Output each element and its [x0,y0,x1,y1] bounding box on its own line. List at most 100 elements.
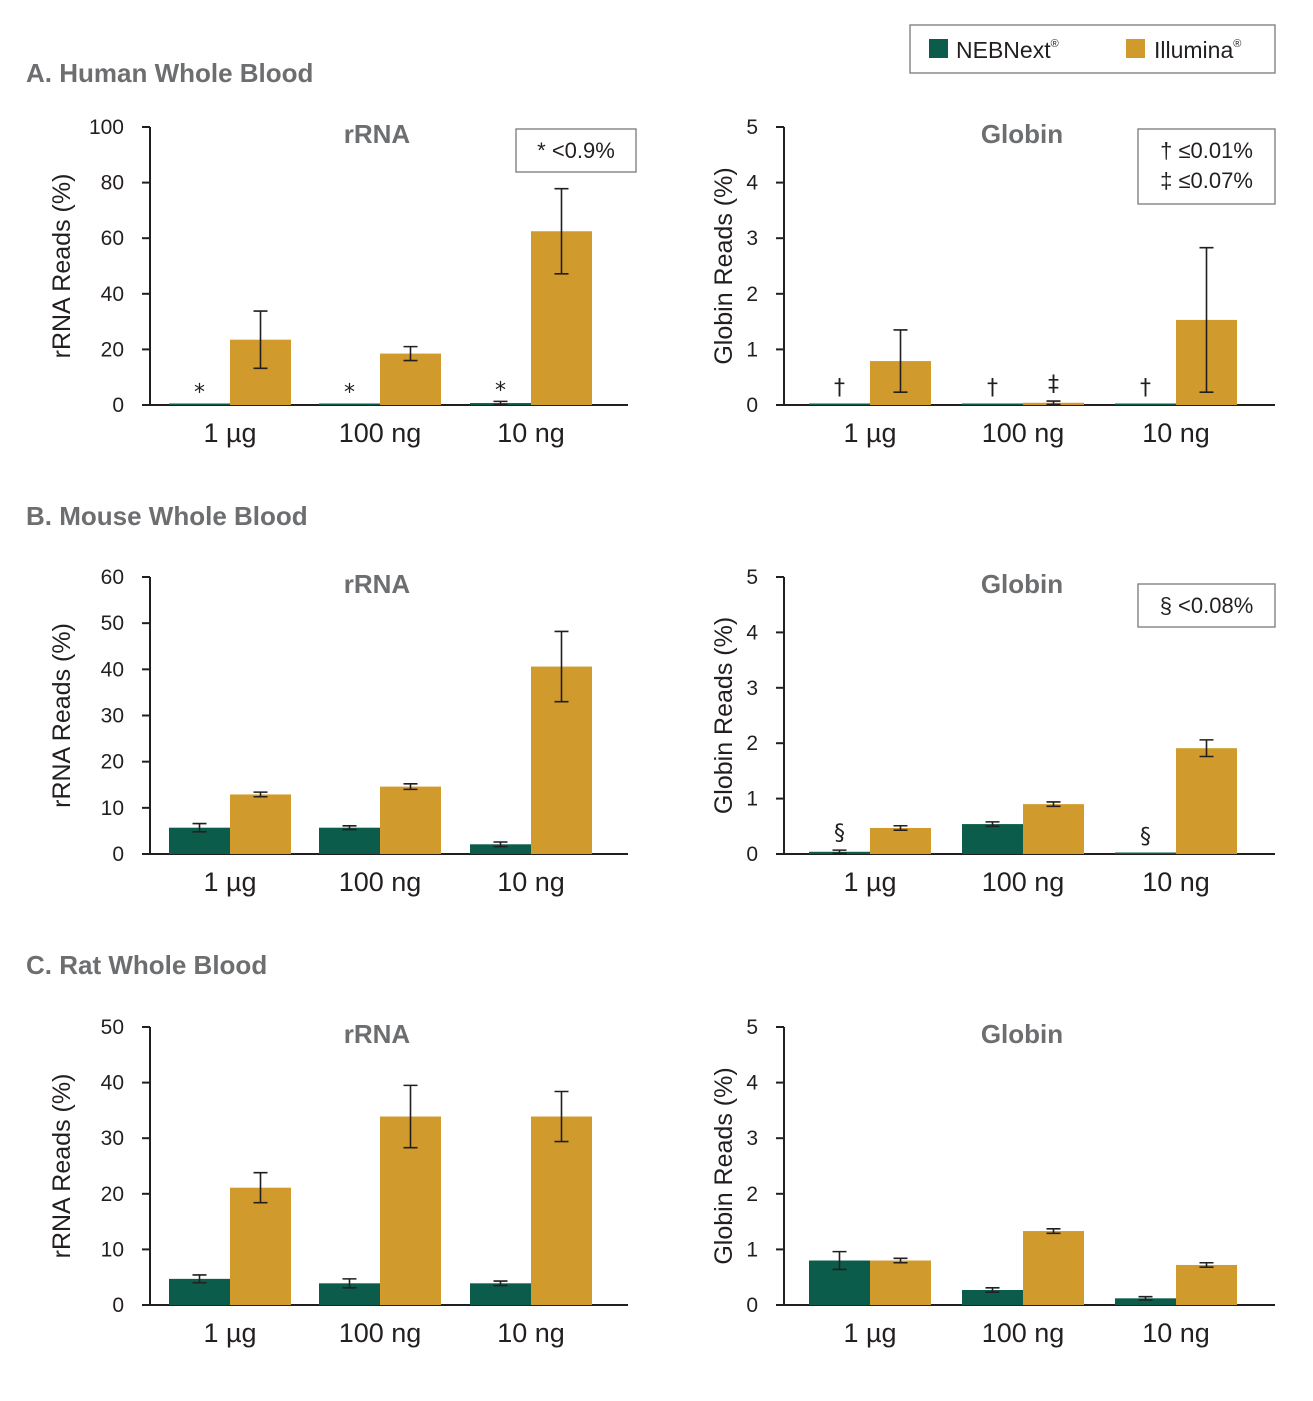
error-bar [554,1090,569,1143]
panel-title: rRNA [344,569,411,599]
error-bar [253,310,268,370]
legend-swatch-illumina [1126,39,1145,58]
x-tick-label: 1 µg [843,418,896,448]
y-axis-label: rRNA Reads (%) [48,1074,76,1259]
panel-2: 0 1 2 3 4 5 Globin Reads (%) Globin 1 µg 100 ng 10… [710,116,1276,448]
y-tick-label: 2 [746,1183,758,1206]
y-tick-label: 0 [746,1294,758,1317]
bar-nebnext [470,1283,531,1305]
bar-illumina [380,786,441,854]
y-tick-label: 10 [101,1238,124,1261]
bar-nebnext [470,844,531,854]
error-bar [1046,400,1061,406]
panel-title: rRNA [344,1019,411,1049]
y-axis-label: rRNA Reads (%) [48,623,76,808]
bar-illumina [230,1187,291,1305]
error-bar [493,400,508,406]
bar-illumina [870,1260,931,1305]
x-tick-label: 1 µg [843,1318,896,1348]
bar-nebnext [169,403,230,405]
significance-marker: * [495,378,506,403]
x-tick-label: 10 ng [497,418,565,448]
y-tick-label: 5 [746,566,758,589]
y-tick-label: 3 [746,227,758,250]
note-text: § <0.08% [1160,593,1254,618]
panel-5: 0 10 20 30 40 50 rRNA Reads (%) rRNA 1 µg 100 ng 1… [48,1016,628,1348]
bar-illumina [380,353,441,405]
error-bar [1046,801,1061,808]
significance-marker: † [1140,375,1151,400]
significance-marker: § [834,821,845,846]
error-bar [253,791,268,798]
error-bar [192,822,207,833]
bar-nebnext [962,824,1023,854]
y-tick-label: 50 [101,1016,124,1039]
panel-title: rRNA [344,119,411,149]
error-bar [893,824,908,831]
y-tick-label: 0 [112,1294,124,1317]
legend: NEBNext® Illumina® [909,24,1276,74]
legend-label-nebnext: NEBNext® [956,37,1059,63]
error-bar [493,841,508,848]
y-tick-label: 20 [101,338,124,361]
bar-nebnext [809,403,870,405]
y-tick-label: 1 [746,338,758,361]
y-tick-label: 60 [101,566,124,589]
bar-illumina [1176,1264,1237,1305]
panel-title: Globin [981,569,1063,599]
y-tick-label: 4 [746,621,758,644]
legend-box [909,24,1276,74]
note-box [1137,583,1276,628]
note-text: ‡ ≤0.07% [1160,168,1253,193]
error-bar [1046,1228,1061,1235]
note-text: * <0.9% [537,138,615,163]
error-bar [253,1171,268,1204]
x-tick-label: 10 ng [1142,867,1210,897]
error-bar [192,1274,207,1284]
panel-6: 0 1 2 3 4 5 Globin Reads (%) Globin 1 µg 100 ng 10… [710,1016,1275,1348]
bar-illumina [531,1116,592,1305]
significance-marker: * [344,381,355,406]
y-tick-label: 30 [101,705,124,728]
bar-nebnext [319,827,380,854]
x-tick-label: 1 µg [843,867,896,897]
x-tick-label: 10 ng [497,867,565,897]
error-bar [342,825,357,831]
y-tick-label: 100 [89,116,124,139]
y-tick-label: 3 [746,1127,758,1150]
y-tick-label: 40 [101,283,124,306]
error-bar [985,821,1000,828]
significance-marker: ‡ [1048,372,1059,397]
bar-illumina [230,794,291,854]
x-tick-label: 100 ng [339,867,422,897]
significance-marker: † [987,375,998,400]
error-bar [1199,739,1214,758]
error-bar [832,1250,847,1271]
panel-1: 0 20 40 60 80 100 rRNA Reads (%) rRNA 1 µg 100 ng… [48,116,637,448]
error-bar [893,1257,908,1264]
note-text: † ≤0.01% [1160,138,1253,163]
x-tick-label: 1 µg [203,867,256,897]
y-tick-label: 5 [746,116,758,139]
y-tick-label: 2 [746,283,758,306]
note-box [515,128,637,173]
note-box [1137,128,1276,205]
error-bar [342,1278,357,1289]
error-bar [493,1280,508,1287]
error-bar [554,187,569,275]
y-tick-label: 1 [746,1238,758,1261]
y-axis-label: Globin Reads (%) [710,1067,738,1264]
section-title-rat: C. Rat Whole Blood [26,950,267,980]
bar-nebnext [1115,852,1176,854]
panel-4: 0 1 2 3 4 5 Globin Reads (%) Globin 1 µg 100 ng 10… [710,566,1276,897]
y-tick-label: 40 [101,1072,124,1095]
bar-illumina [1023,1231,1084,1305]
legend-label-illumina: Illumina® [1154,37,1241,63]
significance-marker: § [1140,824,1151,849]
bar-nebnext [1115,1298,1176,1305]
legend-swatch-nebnext [929,39,948,58]
bar-nebnext [319,1283,380,1305]
y-tick-label: 20 [101,1183,124,1206]
bar-illumina [870,827,931,854]
